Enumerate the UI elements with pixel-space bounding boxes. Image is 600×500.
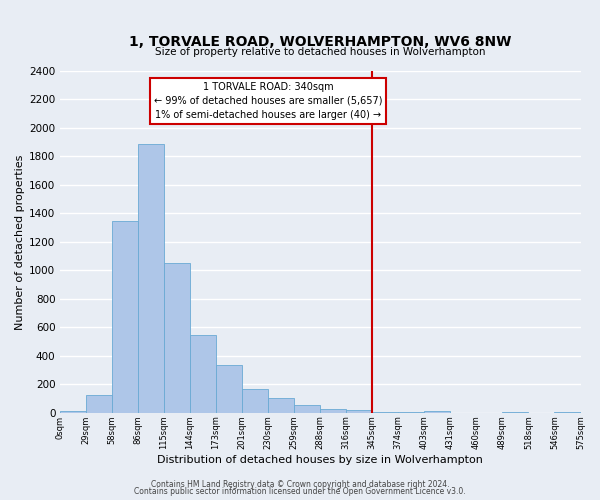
- Bar: [346, 410, 372, 413]
- Bar: [59, 412, 86, 413]
- Text: Contains public sector information licensed under the Open Government Licence v3: Contains public sector information licen…: [134, 488, 466, 496]
- Bar: [502, 412, 529, 413]
- Text: Contains HM Land Registry data © Crown copyright and database right 2024.: Contains HM Land Registry data © Crown c…: [151, 480, 449, 489]
- Bar: [190, 335, 216, 413]
- Text: Size of property relative to detached houses in Wolverhampton: Size of property relative to detached ho…: [155, 48, 485, 58]
- Bar: [554, 412, 581, 413]
- Bar: [138, 144, 164, 413]
- Bar: [398, 412, 424, 413]
- Y-axis label: Number of detached properties: Number of detached properties: [15, 154, 25, 330]
- Bar: [268, 398, 294, 413]
- Bar: [320, 409, 346, 413]
- X-axis label: Distribution of detached houses by size in Wolverhampton: Distribution of detached houses by size …: [157, 455, 483, 465]
- Text: 1 TORVALE ROAD: 340sqm
← 99% of detached houses are smaller (5,657)
1% of semi-d: 1 TORVALE ROAD: 340sqm ← 99% of detached…: [154, 82, 382, 120]
- Bar: [216, 365, 242, 413]
- Title: 1, TORVALE ROAD, WOLVERHAMPTON, WV6 8NW: 1, TORVALE ROAD, WOLVERHAMPTON, WV6 8NW: [129, 35, 511, 49]
- Bar: [86, 395, 112, 413]
- Bar: [242, 390, 268, 413]
- Bar: [164, 264, 190, 413]
- Bar: [424, 411, 450, 413]
- Bar: [112, 220, 138, 413]
- Bar: [294, 404, 320, 413]
- Bar: [372, 412, 398, 413]
